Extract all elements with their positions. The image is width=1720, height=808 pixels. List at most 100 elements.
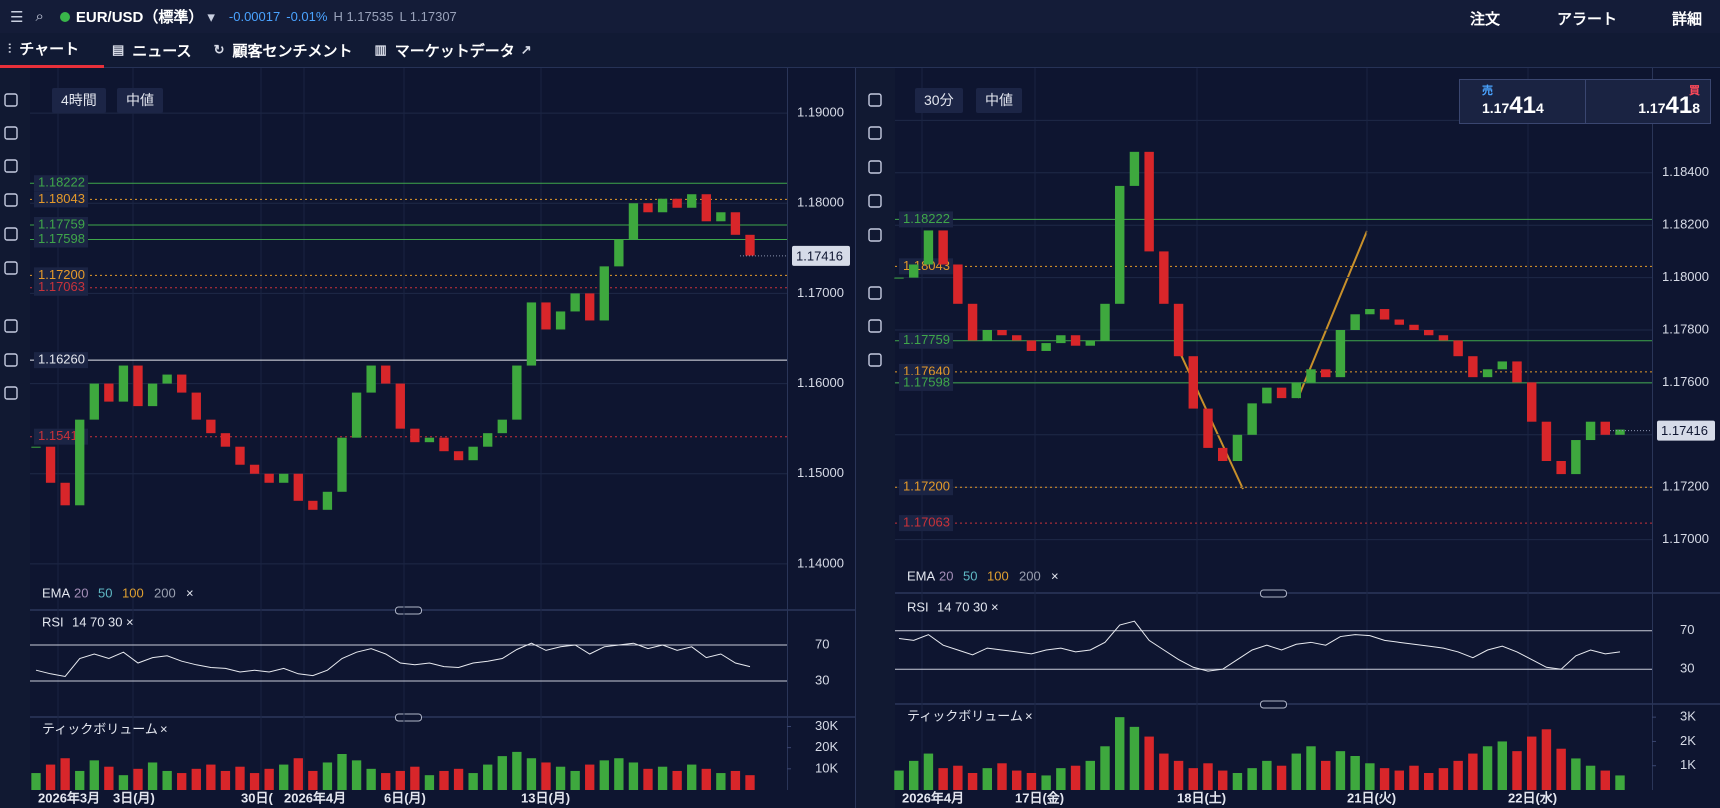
candle	[599, 266, 609, 321]
candle	[1541, 421, 1552, 461]
candle	[628, 203, 639, 240]
price-type-button[interactable]: 中値	[117, 88, 163, 113]
candle	[938, 230, 948, 265]
candle	[1571, 440, 1581, 475]
tab[interactable]: ▥ マーケットデータ ↗	[366, 33, 553, 68]
volume-bar	[701, 768, 711, 790]
tool-icon	[868, 353, 882, 367]
rsi-param: 14	[72, 614, 86, 629]
candle	[716, 212, 726, 222]
y-tick-label: 1.17200	[1662, 479, 1709, 494]
symbol-dropdown[interactable]: ▾	[207, 8, 215, 26]
rsi-label: RSI	[42, 614, 64, 629]
volume-bar	[1497, 741, 1507, 790]
volume-bar	[1453, 760, 1463, 790]
volume-bar	[337, 754, 347, 790]
timeframe-button[interactable]: 30分	[915, 88, 963, 113]
volume-bar	[31, 773, 41, 790]
volume-bar	[909, 760, 919, 790]
candle	[453, 451, 464, 461]
volume-bar	[1085, 760, 1095, 790]
volume-tick-label: 3K	[1680, 709, 1696, 724]
buy-quote[interactable]: 買 1.17418	[1586, 80, 1711, 123]
buy-big: 41	[1665, 92, 1693, 119]
menu-icon[interactable]: ☰	[10, 8, 24, 26]
volume-bar	[1541, 729, 1552, 790]
volume-bar	[982, 768, 992, 790]
low: L 1.17307	[399, 9, 457, 24]
tab-label: 顧客センチメント	[232, 42, 353, 60]
sell-quote[interactable]: 売 1.17414	[1460, 80, 1586, 123]
tab[interactable]: ↻ 顧客センチメント	[206, 33, 367, 68]
candle	[570, 293, 580, 312]
date-label: 30日(	[241, 790, 273, 805]
buy-pip: 8	[1692, 100, 1700, 116]
candle	[118, 365, 129, 402]
rsi-line	[898, 620, 1621, 672]
buy-label: 買	[1689, 85, 1700, 97]
price-type-button[interactable]: 中値	[976, 88, 1022, 113]
price-line-tag	[34, 191, 88, 208]
candle	[31, 446, 41, 448]
volume-bar	[439, 770, 449, 790]
timeframe-button[interactable]: 4時間	[52, 88, 106, 113]
price-line-label: 1.15411	[38, 428, 84, 443]
tab[interactable]: ▤ ニュース	[104, 33, 206, 68]
buy-head: 1.17	[1638, 100, 1666, 116]
candle	[439, 437, 449, 452]
volume-bar	[322, 762, 333, 790]
date-label: 2026年4月	[284, 790, 346, 805]
volume-bar	[147, 762, 158, 790]
candle	[953, 264, 963, 304]
tool-icon	[868, 93, 882, 107]
candle	[1556, 461, 1566, 475]
price-line-tag	[899, 515, 953, 532]
volume-bar	[687, 764, 697, 790]
candle	[701, 194, 711, 222]
candle	[1041, 343, 1051, 351]
rsi-param: 30	[108, 614, 122, 629]
volume-bar	[191, 768, 201, 790]
candle	[1262, 387, 1272, 404]
volume-bar	[512, 751, 522, 790]
candle	[1115, 185, 1125, 304]
price-line-label: 1.17640	[903, 363, 950, 378]
volume-bar	[75, 770, 85, 790]
volume-bar	[1512, 751, 1522, 790]
candle	[1218, 447, 1228, 461]
volume-bar	[1247, 768, 1257, 790]
sell-pip: 4	[1535, 100, 1544, 116]
y-tick-label: 1.19000	[797, 105, 844, 120]
close-icon: ×	[991, 599, 999, 614]
tab[interactable]: ⫶ チャート	[0, 33, 104, 68]
volume-bar	[745, 775, 755, 790]
pane-resize-handle	[395, 606, 422, 615]
detail-button[interactable]: 詳細	[1672, 11, 1703, 28]
alert-button[interactable]: アラート	[1557, 11, 1618, 28]
candle	[147, 383, 158, 407]
symbol[interactable]: EUR/USD（標準）	[75, 9, 204, 26]
volume-bar	[424, 775, 435, 790]
price-line-tag	[34, 175, 88, 192]
candle	[997, 330, 1007, 336]
candle	[351, 392, 362, 438]
volume-bar	[235, 766, 245, 790]
search-icon[interactable]: ⌕	[35, 8, 44, 25]
candle	[923, 230, 934, 265]
price-line-tag	[34, 216, 88, 233]
price-line-label: 1.17063	[903, 515, 950, 530]
volume-tick-label: 30K	[815, 718, 838, 733]
candle	[687, 194, 697, 208]
volume-bar	[657, 766, 668, 790]
close-icon: ×	[126, 614, 134, 629]
candle	[1188, 356, 1198, 409]
rsi-param: 70	[90, 614, 104, 629]
candle	[381, 365, 391, 384]
date-label: 22日(水)	[1508, 790, 1557, 805]
order-button[interactable]: 注文	[1470, 11, 1501, 28]
candle	[909, 264, 919, 278]
price-line-label: 1.17200	[903, 479, 950, 494]
y-tick-label: 1.18000	[1662, 269, 1709, 284]
volume-bar	[1041, 775, 1051, 790]
